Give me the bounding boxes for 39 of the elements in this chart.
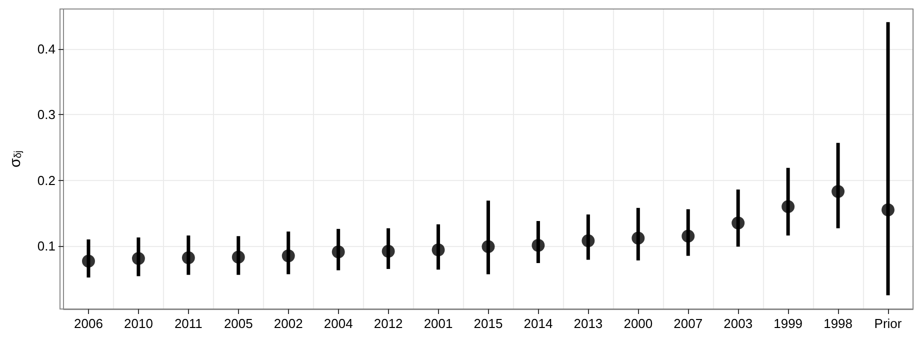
x-tick-label: 2011	[174, 316, 202, 331]
point	[532, 238, 545, 252]
y-tick-label: 0.2	[37, 172, 56, 188]
x-tick-label: 2006	[74, 316, 103, 331]
x-tick-label: Prior	[874, 316, 902, 331]
point	[732, 216, 745, 230]
x-tick-label: 2000	[624, 316, 653, 331]
x-tick-label: 2005	[224, 316, 253, 331]
point	[782, 200, 795, 214]
point	[282, 249, 295, 262]
point	[632, 232, 645, 245]
point	[882, 203, 895, 216]
point	[432, 243, 445, 256]
y-tick-label: 0.4	[37, 42, 56, 57]
y-tick-label: 0.3	[37, 107, 56, 122]
point	[832, 185, 845, 198]
x-tick-label: 2002	[274, 316, 303, 331]
x-tick-label: 2013	[574, 316, 603, 331]
point	[232, 250, 245, 264]
y-axis-title: σδj	[7, 150, 24, 168]
x-tick-label: 2003	[724, 316, 753, 331]
point	[482, 240, 495, 254]
point	[582, 234, 595, 248]
x-tick-label: 1998	[824, 316, 853, 331]
x-tick-label: 2004	[324, 316, 353, 331]
point	[132, 252, 145, 265]
point	[382, 244, 395, 258]
x-tick-label: 2007	[674, 316, 703, 331]
x-tick-label: 2001	[424, 316, 453, 331]
x-tick-label: 2010	[124, 316, 153, 331]
x-tick-label: 2015	[474, 316, 503, 331]
y-tick-label: 0.1	[37, 238, 56, 254]
x-tick-label: 2014	[524, 316, 553, 331]
x-tick-label: 2012	[374, 316, 403, 331]
point	[332, 245, 345, 258]
point	[682, 230, 695, 243]
point	[182, 251, 195, 264]
x-tick-label: 1999	[774, 316, 803, 331]
point	[82, 254, 95, 268]
